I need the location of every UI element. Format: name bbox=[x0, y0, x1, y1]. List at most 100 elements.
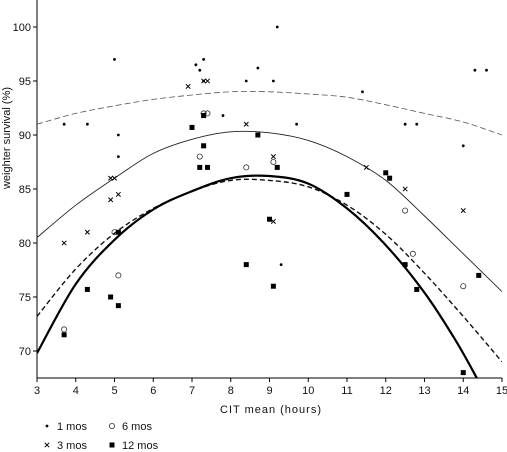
point-3-mos-stroke-b bbox=[201, 78, 207, 84]
point-12-mos bbox=[108, 294, 114, 300]
legend-label-6-mos: 6 mos bbox=[122, 421, 152, 433]
point-12-mos bbox=[201, 143, 207, 149]
point-12-mos bbox=[344, 191, 350, 197]
legend-marker-1-mos bbox=[45, 424, 49, 428]
point-1-mos bbox=[403, 122, 407, 126]
legend-item-6-mos: 6 mos bbox=[109, 421, 152, 433]
point-1-mos bbox=[194, 63, 198, 67]
y-tick-label: 70 bbox=[19, 346, 31, 358]
point-12-mos bbox=[115, 229, 121, 235]
point-3-mos bbox=[201, 78, 207, 84]
fit-line-1-mos bbox=[37, 91, 502, 136]
point-3-mos-stroke-b bbox=[270, 218, 276, 224]
point-12-mos bbox=[243, 262, 249, 268]
y-tick-label: 90 bbox=[19, 130, 31, 142]
point-3-mos-stroke-b bbox=[84, 229, 90, 235]
x-tick-label: 13 bbox=[418, 385, 430, 397]
point-6-mos bbox=[115, 272, 122, 279]
point-3-mos-stroke-b bbox=[108, 175, 114, 181]
legend-item-3-mos: 3 mos bbox=[44, 440, 87, 452]
point-1-mos bbox=[461, 144, 465, 148]
point-3-mos-stroke-b bbox=[363, 164, 369, 170]
y-tick-label: 95 bbox=[19, 76, 31, 88]
series-12-mos bbox=[37, 113, 482, 378]
point-1-mos bbox=[198, 68, 202, 72]
point-12-mos bbox=[61, 332, 67, 338]
x-tick-label: 6 bbox=[150, 385, 156, 397]
point-3-mos-stroke-b bbox=[185, 83, 191, 89]
point-6-mos bbox=[196, 153, 203, 160]
point-12-mos bbox=[84, 286, 90, 292]
x-tick-label: 3 bbox=[34, 385, 40, 397]
x-tick-label: 4 bbox=[73, 385, 79, 397]
legend-marker-3-mos-stroke-b bbox=[44, 442, 50, 448]
point-1-mos bbox=[485, 68, 488, 72]
point-3-mos-stroke-b bbox=[115, 191, 121, 197]
y-tick-label: 85 bbox=[19, 184, 31, 196]
point-3-mos bbox=[185, 83, 191, 89]
legend: 1 mos 6 mos 3 mos 12 mos bbox=[44, 421, 159, 452]
point-12-mos bbox=[387, 175, 393, 181]
point-3-mos bbox=[402, 186, 408, 192]
point-1-mos bbox=[113, 58, 116, 61]
point-6-mos bbox=[270, 158, 277, 165]
point-12-mos bbox=[115, 303, 121, 309]
y-tick-label: 80 bbox=[19, 238, 31, 250]
x-tick-label: 14 bbox=[457, 385, 469, 397]
legend-item-1-mos: 1 mos bbox=[45, 421, 87, 433]
fit-line-3-mos bbox=[37, 130, 502, 292]
point-6-mos bbox=[409, 250, 416, 257]
point-1-mos bbox=[271, 79, 275, 83]
fit-line-6-mos bbox=[37, 178, 502, 363]
legend-marker-3-mos bbox=[44, 442, 50, 448]
point-3-mos bbox=[460, 208, 466, 214]
point-1-mos bbox=[279, 263, 283, 266]
point-1-mos bbox=[62, 122, 66, 126]
point-12-mos bbox=[189, 124, 195, 130]
plot-area: 3 4 5 6 7 8 9 10 11 12 13 14 15 70 75 80 85 90 95 100 bbox=[13, 0, 507, 397]
point-12-mos bbox=[267, 216, 272, 222]
point-1-mos bbox=[415, 122, 419, 126]
point-3-mos-stroke-b bbox=[204, 78, 211, 84]
y-axis-title: weighter survival (%) bbox=[1, 87, 13, 190]
point-1-mos bbox=[361, 90, 364, 94]
point-3-mos bbox=[270, 154, 276, 160]
point-3-mos-stroke-b bbox=[270, 154, 276, 160]
point-12-mos bbox=[383, 170, 389, 176]
point-1-mos bbox=[202, 58, 206, 61]
y-tick-label: 75 bbox=[19, 292, 31, 304]
x-tick-label: 8 bbox=[228, 385, 234, 397]
x-tick-label: 5 bbox=[111, 385, 117, 397]
point-12-mos bbox=[460, 370, 466, 376]
point-12-mos bbox=[414, 286, 420, 292]
point-12-mos bbox=[205, 164, 210, 170]
point-3-mos bbox=[111, 175, 118, 181]
point-3-mos-stroke-b bbox=[460, 208, 466, 214]
point-12-mos bbox=[270, 283, 276, 289]
point-3-mos bbox=[115, 191, 121, 197]
x-axis-title: CIT mean (hours) bbox=[220, 404, 322, 416]
legend-marker-6-mos bbox=[109, 422, 116, 429]
legend-label-12-mos: 12 mos bbox=[122, 440, 159, 452]
y-tick-label: 100 bbox=[13, 22, 31, 34]
legend-label-3-mos: 3 mos bbox=[57, 440, 87, 452]
point-1-mos bbox=[116, 155, 120, 159]
point-3-mos bbox=[363, 164, 369, 170]
point-12-mos bbox=[476, 272, 482, 278]
series-6-mos bbox=[37, 110, 502, 363]
series-3-mos bbox=[37, 78, 502, 292]
point-1-mos bbox=[244, 79, 248, 83]
point-3-mos bbox=[108, 175, 114, 181]
point-1-mos bbox=[85, 122, 89, 126]
point-1-mos bbox=[116, 133, 120, 137]
point-3-mos bbox=[243, 121, 249, 127]
point-6-mos bbox=[402, 207, 409, 214]
point-6-mos bbox=[61, 326, 68, 333]
fit-line-12-mos bbox=[37, 174, 478, 378]
x-tick-label: 12 bbox=[380, 385, 392, 397]
x-tick-label: 9 bbox=[266, 385, 272, 397]
x-tick-label: 7 bbox=[189, 385, 195, 397]
point-1-mos bbox=[221, 114, 225, 117]
point-3-mos-stroke-b bbox=[108, 197, 114, 203]
